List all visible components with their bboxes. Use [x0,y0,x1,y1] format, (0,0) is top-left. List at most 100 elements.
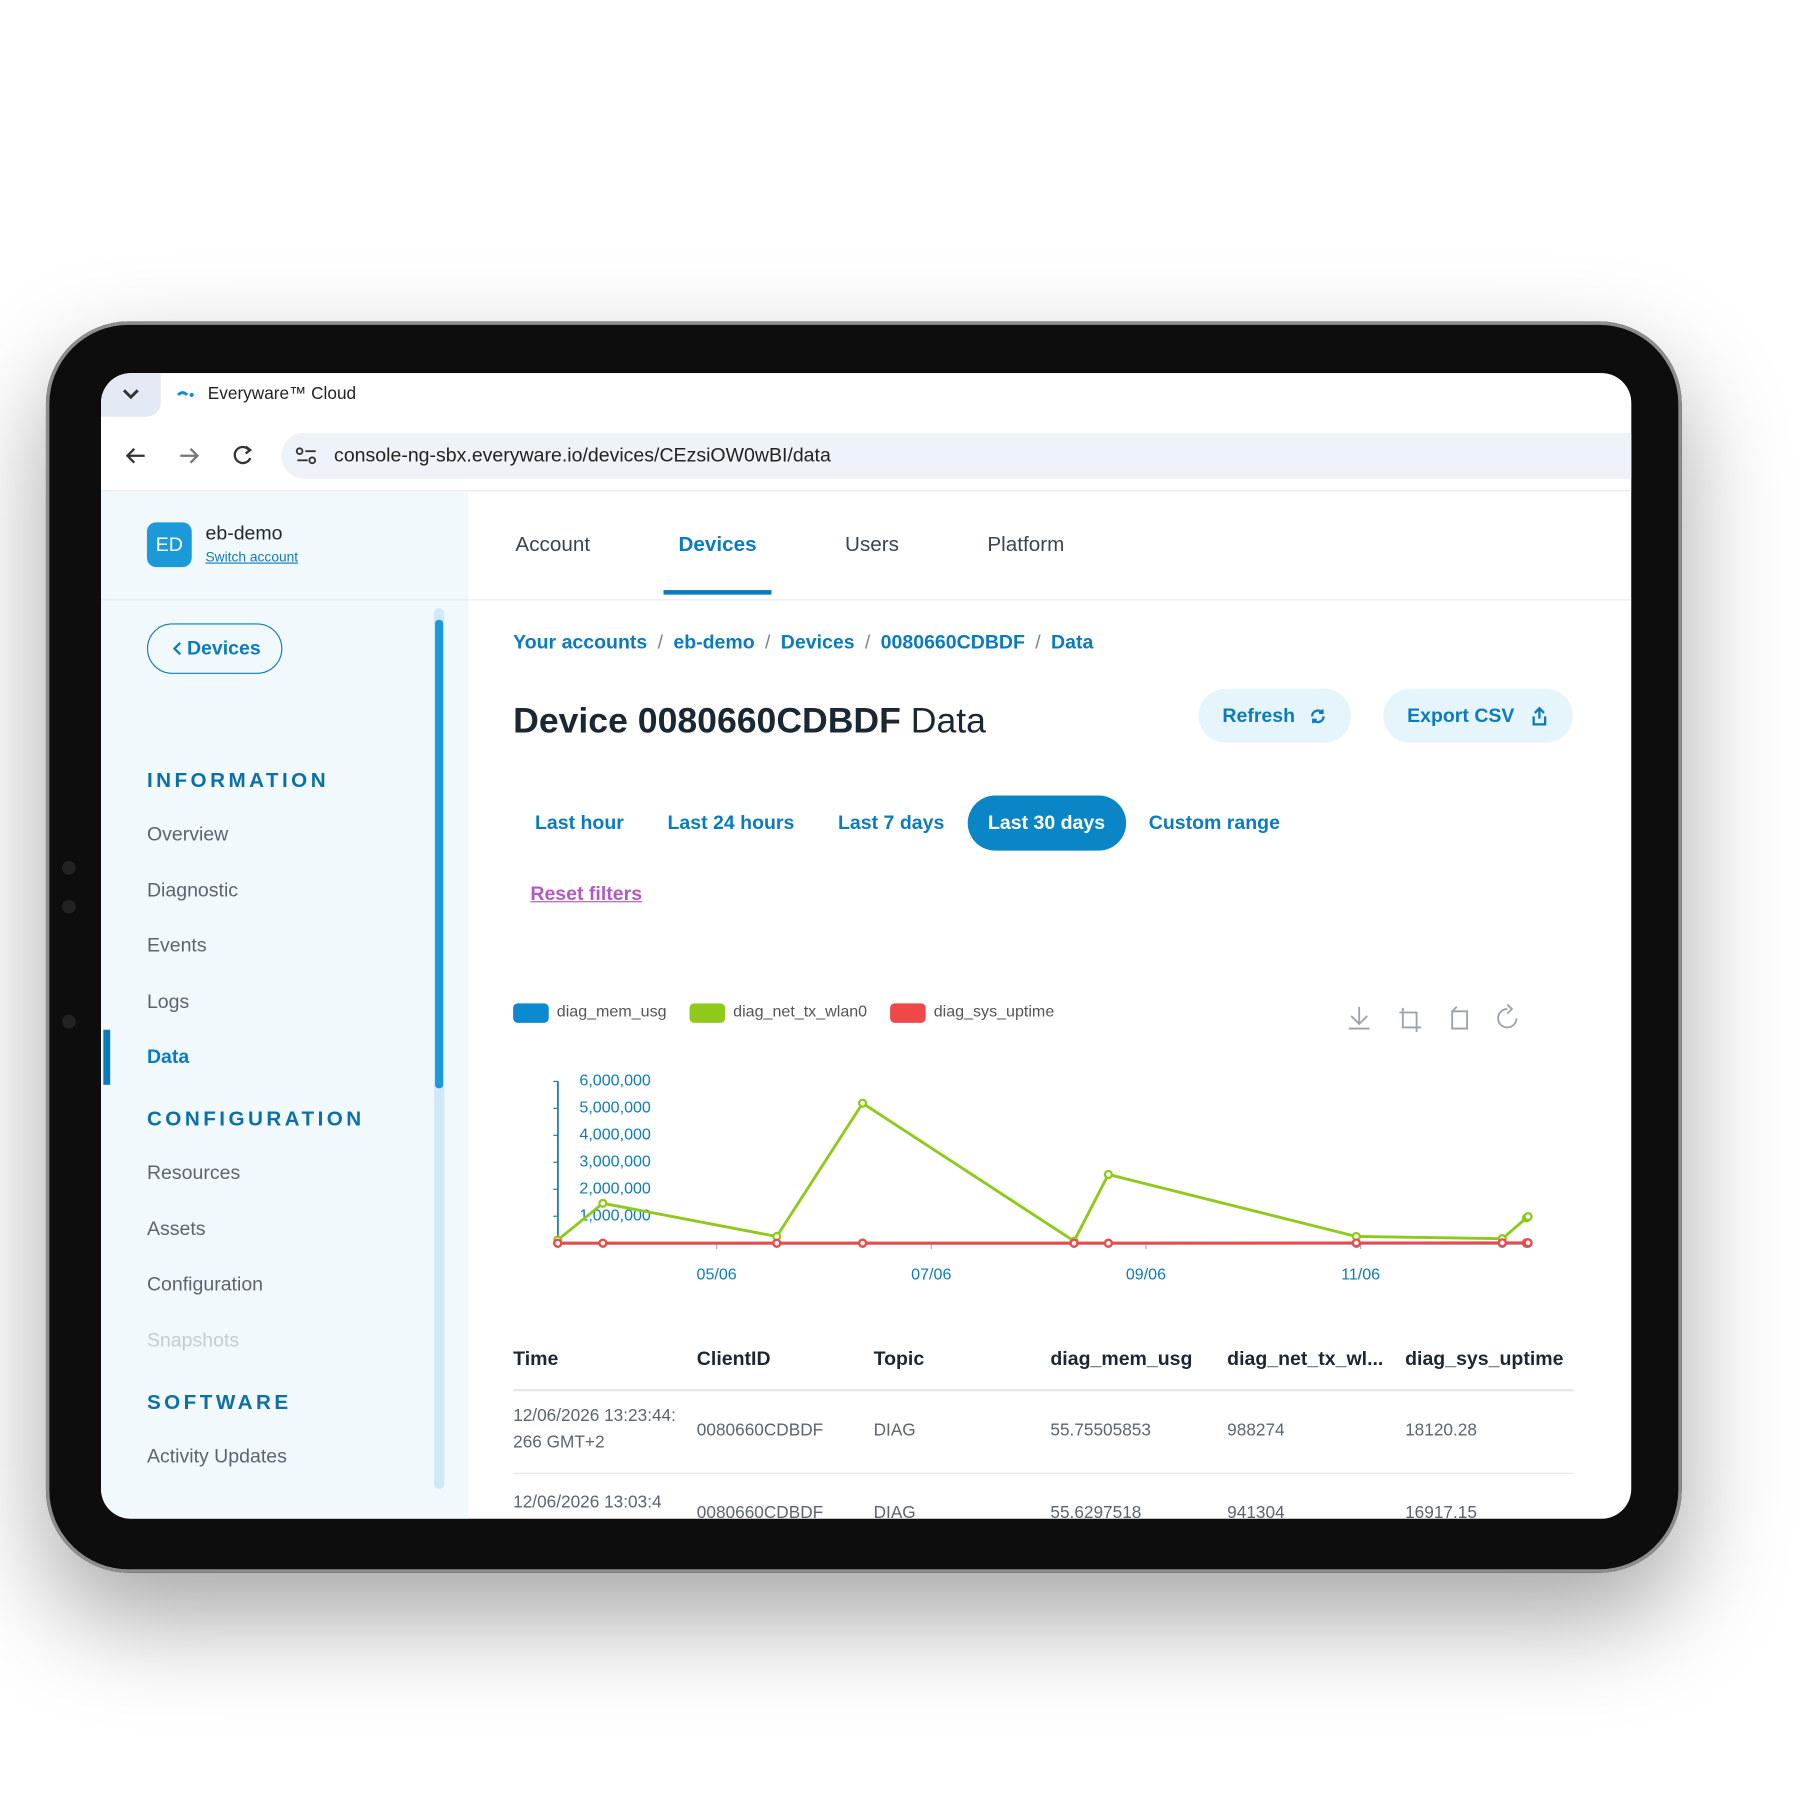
sidebar-item[interactable]: Data [146,1045,190,1068]
sidebar-item[interactable]: Snapshots [146,1328,240,1351]
table-cell: 55.75505853 [1050,1420,1151,1441]
column-header[interactable]: diag_net_tx_wl... [1227,1347,1384,1370]
breadcrumb[interactable]: 0080660CDBDF [880,631,1025,654]
sidebar-item[interactable]: Overview [146,823,229,845]
sidebar-item[interactable]: Activity Updates [146,1444,287,1467]
nav-tab[interactable]: Devices [663,511,772,595]
data-point[interactable] [1523,1211,1533,1222]
screen: Everyware™ Cloud console-ng-sbx.everywar… [101,373,1632,1519]
reset-icon[interactable] [1497,1003,1518,1029]
data-point[interactable] [1069,1238,1079,1248]
data-point[interactable] [1103,1169,1113,1180]
column-header[interactable]: Topic [873,1347,925,1370]
legend-label[interactable]: diag_net_tx_wlan0 [733,1003,867,1021]
legend-label[interactable]: diag_sys_uptime [934,1003,1055,1021]
breadcrumb[interactable]: Devices [780,631,855,654]
table-cell: DIAG [873,1503,916,1519]
camera-dot [61,860,76,875]
zoom-icon[interactable] [1399,1007,1422,1033]
nav-tab[interactable]: Platform [987,532,1065,556]
data-point[interactable] [858,1098,868,1108]
legend-swatch[interactable] [513,1003,549,1023]
time-filter[interactable]: Custom range [1148,811,1280,834]
address-bar[interactable] [281,432,1632,479]
tab-title[interactable]: Everyware™ Cloud [207,383,357,404]
camera-dot [61,1014,76,1029]
account-badge: ED [146,522,192,568]
chart-toolbar [1348,1003,1518,1033]
refresh-button[interactable]: Refresh [1198,688,1352,743]
data-point[interactable] [598,1238,608,1248]
table-cell: 0080660CDBDF [696,1420,824,1441]
time-filter[interactable]: Last 7 days [838,811,945,834]
legend-swatch[interactable] [689,1003,726,1023]
nav-tabs: Account Devices Users Platform [501,511,1080,595]
sidebar-item[interactable]: Events [146,934,207,957]
data-point[interactable] [1351,1238,1361,1248]
tab-bar [101,373,1632,431]
reset-filters[interactable]: Reset filters [530,882,643,905]
scroll-thumb[interactable] [435,619,444,1089]
column-header[interactable]: diag_mem_usg [1050,1347,1193,1370]
time-filters: Last hour Last 24 hours Last 7 days Last 30… [514,795,1300,851]
separator: / [765,631,771,654]
column-header[interactable]: Time [513,1347,559,1370]
time-filter[interactable]: Last 30 days [967,795,1126,851]
table-cell: 0080660CDBDF [696,1503,824,1519]
reload-icon[interactable] [233,445,252,465]
back-icon[interactable] [125,448,145,464]
table-cell: 12/06/2026 13:03:4 [513,1492,662,1512]
row-divider [513,1472,1574,1474]
sidebar-item[interactable]: Assets [146,1217,206,1240]
switch-account[interactable]: Switch account [205,548,299,565]
nav-tab[interactable]: Users [845,532,899,556]
export-label: Export CSV [1407,704,1515,727]
url[interactable]: console-ng-sbx.everyware.io/devices/CEzs… [334,444,831,467]
time-filter[interactable]: Last 24 hours [667,811,795,834]
data-point[interactable] [1523,1238,1533,1248]
chart: diag_mem_usg diag_net_tx_wlan0 diag_sys_up… [513,1003,1533,1284]
favicon [176,391,194,397]
sidebar-item[interactable]: Resources [146,1161,241,1184]
column-header[interactable]: ClientID [696,1347,771,1370]
download-icon[interactable] [1348,1006,1370,1030]
sidebar-item[interactable]: Configuration [146,1273,264,1295]
data-point[interactable] [598,1198,608,1208]
breadcrumb[interactable]: Data [1051,631,1094,654]
time-filter[interactable]: Last hour [534,811,624,834]
section-title: SOFTWARE [146,1390,292,1414]
divider [101,599,469,601]
separator: / [1035,631,1041,654]
data-point[interactable] [1497,1238,1507,1248]
export-button[interactable]: Export CSV [1383,688,1573,743]
forward-icon[interactable] [180,448,200,464]
sidebar-item[interactable]: Diagnostic [146,878,239,901]
legend-swatch[interactable] [890,1003,926,1023]
title-suffix: Data [910,700,986,741]
table-cell: DIAG [873,1420,916,1441]
row-divider [513,1389,1574,1392]
export-icon [1532,706,1547,725]
breadcrumb[interactable]: eb-demo [673,631,755,654]
back-button[interactable]: Devices [146,623,283,674]
column-header[interactable]: diag_sys_uptime [1405,1347,1564,1370]
sidebar-item[interactable]: Logs [146,990,190,1012]
table-cell: 12/06/2026 13:23:44:266 GMT+2 [513,1406,676,1453]
back-label: Devices [186,637,261,659]
tab-menu[interactable] [101,373,161,417]
restore-icon[interactable] [1451,1006,1469,1030]
nav-tab[interactable]: Account [515,532,591,556]
y-tick-label: 3,000,000 [579,1153,651,1171]
data-point[interactable] [772,1238,782,1248]
breadcrumb[interactable]: Your accounts [513,631,648,654]
data-point[interactable] [1103,1238,1113,1248]
legend-label[interactable]: diag_mem_usg [557,1003,667,1021]
x-tick-label: 07/06 [911,1266,951,1284]
y-tick-label: 5,000,000 [579,1099,651,1117]
data-point[interactable] [553,1238,563,1248]
site-info-icon[interactable] [294,444,319,467]
separator: / [657,631,664,654]
chevron-icon [122,389,139,400]
data-point[interactable] [858,1238,868,1248]
section-title: INFORMATION [146,768,330,792]
